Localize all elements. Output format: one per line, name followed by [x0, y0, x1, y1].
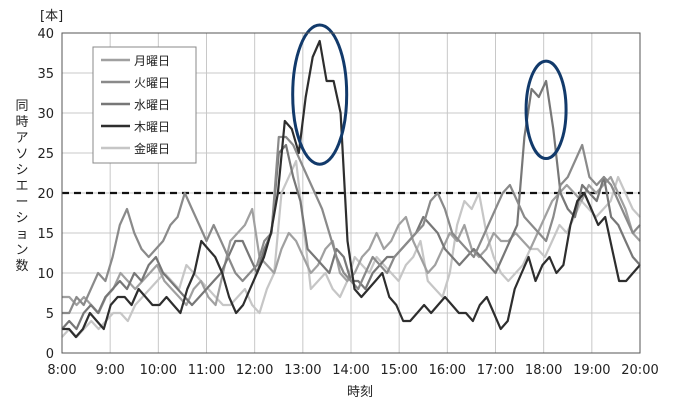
- x-tick-label: 15:00: [380, 363, 417, 378]
- series-line-1: [62, 135, 641, 315]
- x-tick-label: 10:00: [140, 363, 177, 378]
- y-unit-label: [本]: [40, 9, 63, 24]
- y-tick-label: 20: [37, 187, 54, 202]
- x-tick-label: 16:00: [429, 363, 466, 378]
- legend-label: 月曜日: [134, 54, 170, 68]
- y-tick-label: 40: [37, 27, 54, 42]
- y-tick-labels: 0 5 10 15 20 25 30 35 40: [37, 27, 54, 362]
- y-tick-label: 10: [37, 267, 54, 282]
- x-tick-label: 8:00: [47, 363, 76, 378]
- x-tick-label: 9:00: [96, 363, 125, 378]
- y-axis-title: 同時アソシエーション数: [15, 99, 28, 274]
- x-tick-label: 11:00: [188, 363, 225, 378]
- x-tick-labels: 8:00 9:00 10:00 11:00 12:00 13:00 14:00 15:00 16…: [47, 363, 658, 378]
- x-tick-label: 14:00: [332, 363, 369, 378]
- series-line-3: [62, 39, 641, 339]
- y-tick-label: 0: [46, 347, 54, 362]
- legend-label: 火曜日: [134, 76, 170, 90]
- legend-label: 金曜日: [134, 141, 170, 156]
- y-tick-label: 30: [37, 107, 54, 122]
- annotation-layer: [291, 23, 568, 166]
- plot-frame: [61, 32, 641, 354]
- highlight-ellipse: [291, 23, 349, 166]
- x-tick-label: 20:00: [621, 363, 658, 378]
- x-tick-label: 13:00: [284, 363, 321, 378]
- y-tick-label: 25: [37, 147, 54, 162]
- x-tick-label: 18:00: [525, 363, 562, 378]
- x-tick-label: 19:00: [573, 363, 610, 378]
- y-tick-label: 15: [37, 227, 54, 242]
- legend-label: 木曜日: [134, 120, 170, 134]
- series-layer: [61, 39, 641, 339]
- highlight-ellipse: [524, 59, 568, 161]
- y-tick-label: 5: [46, 307, 54, 322]
- x-tick-label: 12:00: [236, 363, 273, 378]
- y-tick-label: 35: [37, 67, 54, 82]
- legend-label: 水曜日: [134, 98, 170, 112]
- x-tick-label: 17:00: [477, 363, 514, 378]
- x-axis-title: 時刻: [347, 385, 373, 400]
- series-line-0: [62, 175, 641, 315]
